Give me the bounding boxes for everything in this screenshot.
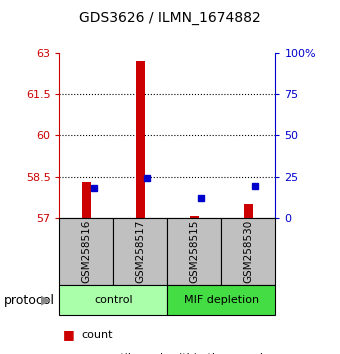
Text: GSM258530: GSM258530 <box>243 220 253 283</box>
Bar <box>190 216 199 218</box>
Bar <box>221 218 275 285</box>
Bar <box>82 182 91 218</box>
Text: protocol: protocol <box>3 293 54 307</box>
Bar <box>167 285 275 315</box>
Text: count: count <box>82 330 113 339</box>
Text: GSM258516: GSM258516 <box>82 219 91 283</box>
Text: control: control <box>94 295 133 305</box>
Text: GDS3626 / ILMN_1674882: GDS3626 / ILMN_1674882 <box>79 11 261 25</box>
Bar <box>59 218 114 285</box>
Bar <box>59 285 168 315</box>
Text: ▶: ▶ <box>41 293 51 307</box>
Bar <box>243 204 253 218</box>
Bar <box>114 218 167 285</box>
Text: MIF depletion: MIF depletion <box>184 295 259 305</box>
Bar <box>136 61 145 218</box>
Text: ■: ■ <box>63 351 75 354</box>
Bar <box>167 218 221 285</box>
Text: GSM258517: GSM258517 <box>135 219 146 283</box>
Text: GSM258515: GSM258515 <box>189 219 200 283</box>
Text: ■: ■ <box>63 328 75 341</box>
Text: percentile rank within the sample: percentile rank within the sample <box>82 353 270 354</box>
